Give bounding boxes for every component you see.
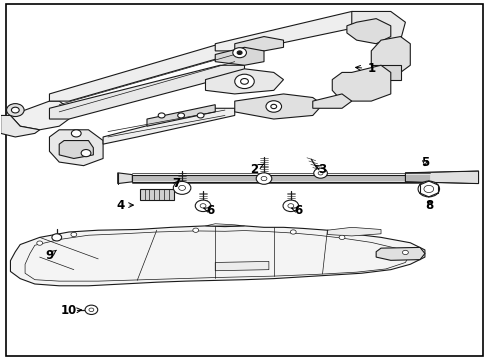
- Polygon shape: [10, 226, 424, 286]
- Polygon shape: [10, 101, 69, 130]
- Circle shape: [81, 149, 91, 157]
- Circle shape: [287, 204, 293, 208]
- Circle shape: [6, 104, 24, 117]
- Polygon shape: [312, 94, 351, 108]
- Polygon shape: [234, 37, 283, 51]
- Text: 8: 8: [425, 199, 433, 212]
- Circle shape: [318, 171, 323, 175]
- Polygon shape: [59, 140, 93, 158]
- Circle shape: [402, 250, 407, 255]
- Circle shape: [240, 78, 248, 84]
- Circle shape: [197, 113, 203, 118]
- Circle shape: [173, 181, 190, 194]
- Text: 6: 6: [290, 204, 302, 217]
- Polygon shape: [215, 12, 380, 51]
- Text: 10: 10: [61, 305, 81, 318]
- Polygon shape: [215, 261, 268, 271]
- Text: 1: 1: [355, 62, 375, 75]
- Circle shape: [423, 185, 433, 193]
- Polygon shape: [370, 37, 409, 72]
- Circle shape: [232, 48, 246, 58]
- Circle shape: [417, 181, 439, 197]
- Circle shape: [256, 173, 271, 184]
- Circle shape: [52, 234, 61, 241]
- Text: 2: 2: [250, 163, 263, 176]
- Polygon shape: [132, 175, 429, 182]
- Circle shape: [338, 235, 344, 239]
- Circle shape: [85, 305, 98, 315]
- Circle shape: [178, 185, 185, 190]
- Polygon shape: [327, 227, 380, 236]
- Polygon shape: [118, 173, 132, 184]
- Polygon shape: [215, 47, 264, 65]
- Circle shape: [158, 113, 164, 118]
- Circle shape: [290, 230, 296, 234]
- Polygon shape: [49, 130, 103, 166]
- Polygon shape: [147, 105, 215, 126]
- Text: 7: 7: [172, 177, 180, 190]
- Circle shape: [71, 130, 81, 137]
- Polygon shape: [405, 171, 478, 184]
- Circle shape: [177, 113, 184, 118]
- Circle shape: [270, 104, 276, 109]
- Polygon shape: [49, 65, 244, 119]
- Circle shape: [71, 232, 77, 237]
- Text: 4: 4: [116, 199, 133, 212]
- Polygon shape: [205, 224, 244, 226]
- Circle shape: [234, 74, 254, 89]
- Text: 9: 9: [45, 249, 56, 262]
- Polygon shape: [234, 94, 322, 119]
- Circle shape: [192, 228, 198, 232]
- Polygon shape: [346, 19, 390, 44]
- Polygon shape: [331, 65, 390, 101]
- Circle shape: [283, 200, 298, 212]
- Text: 3: 3: [315, 163, 326, 176]
- Polygon shape: [375, 247, 424, 260]
- Circle shape: [11, 107, 19, 113]
- Polygon shape: [49, 44, 244, 101]
- Circle shape: [261, 176, 266, 181]
- Circle shape: [37, 241, 42, 245]
- Polygon shape: [351, 12, 405, 44]
- Circle shape: [200, 204, 205, 208]
- Polygon shape: [370, 65, 400, 80]
- Polygon shape: [205, 69, 283, 94]
- Text: 5: 5: [420, 156, 428, 168]
- Circle shape: [195, 200, 210, 212]
- Circle shape: [89, 308, 94, 312]
- Circle shape: [237, 51, 242, 54]
- Polygon shape: [0, 116, 40, 137]
- Circle shape: [265, 101, 281, 112]
- Polygon shape: [103, 108, 234, 144]
- Polygon shape: [140, 189, 173, 200]
- Circle shape: [313, 168, 327, 178]
- Text: 6: 6: [203, 204, 214, 217]
